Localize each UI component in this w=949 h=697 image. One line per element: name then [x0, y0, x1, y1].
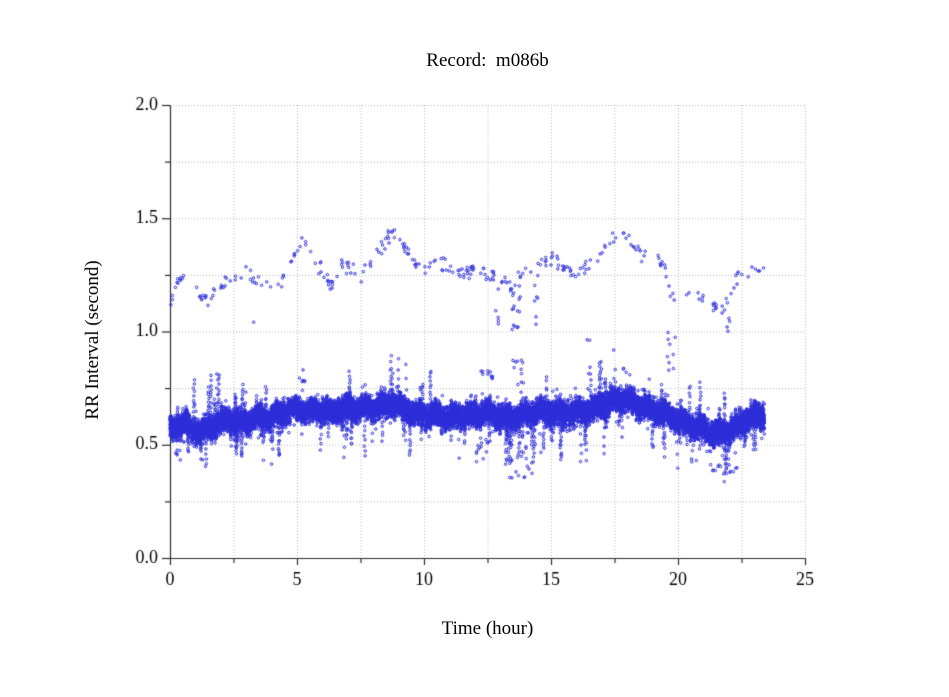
- x-axis-label: Time (hour): [441, 618, 534, 639]
- y-axis-label: RR Interval (second): [82, 260, 103, 420]
- chart-title: Record: m086b: [426, 50, 549, 71]
